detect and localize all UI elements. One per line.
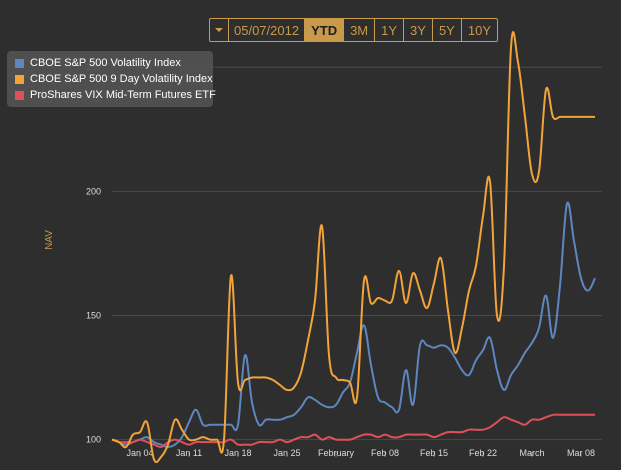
x-tick-label: Jan 18 [224,448,251,458]
x-tick-label: Feb 15 [420,448,448,458]
legend-item-vixm[interactable]: ProShares VIX Mid-Term Futures ETF [15,89,216,101]
y-tick-label: 100 [86,435,101,445]
legend-swatch-vxst [15,74,24,84]
x-tick-label: Feb 08 [371,448,399,458]
x-tick-label: February [318,448,355,458]
legend-swatch-vixm [15,90,24,100]
range-toolbar: 05/07/2012 YTD 3M 1Y 3Y 5Y 10Y [209,18,498,42]
caret-down-icon [215,28,223,32]
range-button-ytd[interactable]: YTD [305,18,345,42]
series-line-vix [111,201,596,448]
range-button-10y[interactable]: 10Y [461,18,498,42]
legend-label-vixm: ProShares VIX Mid-Term Futures ETF [30,89,216,101]
range-button-3y[interactable]: 3Y [404,18,433,42]
start-date-field[interactable]: 05/07/2012 [229,18,306,42]
x-tick-label: Mar 08 [567,448,595,458]
x-tick-label: March [519,448,544,458]
range-button-5y[interactable]: 5Y [432,18,462,42]
y-axis-title: NAV [44,230,55,250]
x-tick-label: Feb 22 [469,448,497,458]
series-line-vixm [111,413,595,449]
range-button-3m[interactable]: 3M [344,18,376,42]
legend-swatch-vix [15,58,24,68]
range-dropdown-button[interactable] [209,18,229,42]
chart-legend: CBOE S&P 500 Volatility Index CBOE S&P 5… [7,51,216,107]
x-tick-label: Jan 25 [273,448,300,458]
series-line-vxst [111,31,595,464]
legend-item-vix[interactable]: CBOE S&P 500 Volatility Index [15,57,181,69]
legend-label-vxst: CBOE S&P 500 9 Day Volatility Index [30,73,213,85]
legend-label-vix: CBOE S&P 500 Volatility Index [30,57,181,69]
range-button-1y[interactable]: 1Y [375,18,405,42]
legend-item-vxst[interactable]: CBOE S&P 500 9 Day Volatility Index [15,73,213,85]
y-tick-label: 150 [86,310,101,320]
x-tick-label: Jan 11 [176,448,202,458]
y-tick-label: 200 [86,186,101,196]
x-tick-label: Jan 04 [126,448,153,458]
